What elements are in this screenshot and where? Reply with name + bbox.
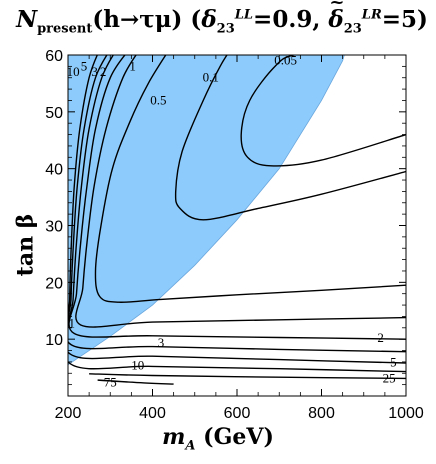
- chart-title: Npresent(h→τμ) (δ23LL=0.9, δ23LR=5): [0, 0, 436, 44]
- excluded-region: [68, 55, 345, 366]
- contour-label: 0.1: [203, 70, 219, 85]
- title-param2-value: =5): [381, 6, 428, 33]
- y-tick-label: 30: [45, 219, 63, 236]
- title-quantity-sub: present: [37, 21, 93, 37]
- x-tick-label: 1000: [388, 405, 424, 422]
- x-tick-label: 200: [55, 405, 82, 422]
- contour-25: [89, 373, 406, 380]
- title-param2-sup: LR: [361, 7, 382, 23]
- x-axis-symbol: m: [162, 424, 186, 450]
- title-process: (h→τμ) (: [92, 6, 202, 33]
- contour-10: [68, 55, 406, 373]
- y-tick-label: 10: [45, 332, 63, 349]
- x-tick-label: 400: [139, 405, 166, 422]
- contour-label: 3: [158, 335, 165, 350]
- y-axis-label: tan β: [12, 213, 39, 277]
- title-param2-symbol: δ: [328, 0, 344, 40]
- y-tick-label: 50: [45, 105, 63, 122]
- contour-1: [75, 55, 406, 328]
- contour-label: 10: [67, 64, 80, 79]
- y-tick-label: 20: [45, 275, 63, 292]
- contour-label: 2: [100, 64, 107, 79]
- contour-2: [68, 55, 406, 340]
- x-axis-unit: (GeV): [195, 424, 274, 450]
- contour-label: 1: [69, 315, 76, 330]
- x-tick-label: 600: [224, 405, 251, 422]
- title-param1-sup: LL: [234, 7, 254, 23]
- contour-label: 75: [104, 374, 117, 389]
- contour-0_1: [174, 55, 406, 221]
- x-tick-label: 800: [308, 405, 335, 422]
- title-param1-symbol: δ: [201, 6, 217, 33]
- contour-0_5: [94, 55, 406, 303]
- x-axis-sub: A: [185, 438, 196, 454]
- contour-label: 1: [129, 58, 136, 73]
- contour-75: [97, 379, 174, 385]
- contour-3: [68, 55, 406, 353]
- x-axis-label: mA (GeV): [0, 424, 436, 453]
- title-param1-sub: 23: [216, 21, 235, 37]
- contour-5: [68, 55, 406, 364]
- title-param2-sub: 23: [343, 21, 362, 37]
- title-quantity: N: [16, 6, 38, 33]
- y-tick-label: 40: [45, 162, 63, 179]
- contour-label: 5: [81, 58, 88, 73]
- contour-label: 25: [383, 370, 396, 385]
- contour-0_05: [240, 55, 406, 167]
- title-param1-value: =0.9,: [253, 6, 329, 33]
- contour-label: 3: [91, 64, 98, 79]
- y-tick-label: 60: [45, 48, 63, 65]
- contour-label: 2: [377, 330, 384, 345]
- contour-label: 10: [131, 357, 144, 372]
- contour-label: 0.5: [150, 92, 166, 107]
- contour-label: 0.05: [274, 53, 297, 68]
- contour-label: 5: [390, 354, 397, 369]
